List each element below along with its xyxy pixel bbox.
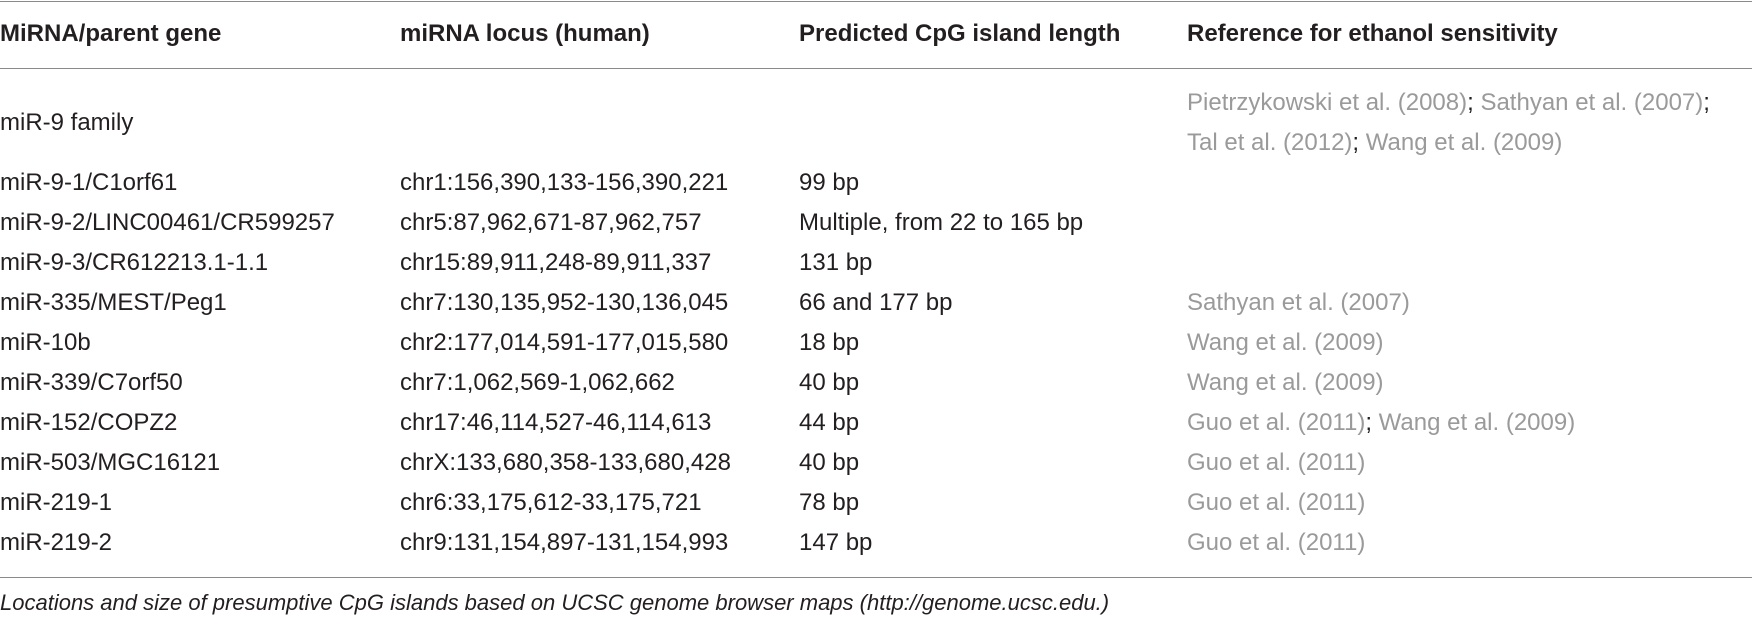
reference-link[interactable]: Guo et al. (2011): [1187, 529, 1366, 556]
cell-gene: miR-152/COPZ2: [0, 409, 178, 436]
reference-link[interactable]: Sathyan et al. (2007): [1187, 289, 1410, 316]
header-locus: miRNA locus (human): [400, 19, 650, 47]
cell-gene: miR-9-1/C1orf61: [0, 169, 178, 196]
reference-separator: ;: [1365, 409, 1372, 436]
cell-locus: [400, 65, 799, 163]
cell-gene: miR-503/MGC16121: [0, 449, 221, 476]
reference-link[interactable]: Wang et al. (2009): [1187, 369, 1384, 396]
table-row: miR-9 family Pietrzykowski et al. (2008);…: [0, 65, 1752, 163]
cell-reference: [1187, 243, 1752, 283]
reference-separator: ;: [1352, 129, 1360, 156]
cell-length: 78 bp: [799, 489, 860, 516]
table-body: miR-9 family Pietrzykowski et al. (2008);…: [0, 65, 1752, 563]
cell-length: 66 and 177 bp: [799, 289, 953, 316]
reference-link[interactable]: Guo et al. (2011): [1187, 449, 1366, 476]
cell-locus: chr15:89,911,248-89,911,337: [400, 249, 712, 276]
table-row: miR-10b chr2:177,014,591-177,015,580 18 bp…: [0, 323, 1752, 363]
cell-reference: Sathyan et al. (2007): [1187, 283, 1752, 323]
table-row: miR-339/C7orf50 chr7:1,062,569-1,062,662 4…: [0, 363, 1752, 403]
cell-length: 131 bp: [799, 249, 873, 276]
reference-separator: ;: [1467, 89, 1474, 116]
cell-locus: chr5:87,962,671-87,962,757: [400, 209, 702, 236]
cell-gene: miR-9-2/LINC00461/CR599257: [0, 209, 335, 236]
table-row: miR-219-1 chr6:33,175,612-33,175,721 78 bp…: [0, 483, 1752, 523]
reference-link[interactable]: Wang et al. (2009): [1187, 329, 1384, 356]
reference-link[interactable]: Pietrzykowski et al. (2008): [1187, 89, 1468, 116]
cell-reference: Guo et al. (2011): [1187, 523, 1752, 563]
cpg-island-table: MiRNA/parent gene miRNA locus (human) Pr…: [0, 2, 1752, 563]
cell-locus: chr6:33,175,612-33,175,721: [400, 489, 702, 516]
cell-reference: Wang et al. (2009): [1187, 363, 1752, 403]
table-row: miR-219-2 chr9:131,154,897-131,154,993 147…: [0, 523, 1752, 563]
table-row: miR-9-2/LINC00461/CR599257 chr5:87,962,67…: [0, 203, 1752, 243]
table-header-rule: [0, 68, 1752, 69]
cell-gene: miR-10b: [0, 329, 91, 356]
table-top-rule: [0, 1, 1752, 2]
cell-length: 18 bp: [799, 329, 860, 356]
cell-reference: Guo et al. (2011); Wang et al. (2009): [1187, 403, 1752, 443]
cell-length: 40 bp: [799, 369, 860, 396]
table-row: miR-9-1/C1orf61 chr1:156,390,133-156,390,…: [0, 163, 1752, 203]
cell-gene: miR-335/MEST/Peg1: [0, 289, 227, 316]
table-row: miR-9-3/CR612213.1-1.1 chr15:89,911,248-8…: [0, 243, 1752, 283]
cell-gene: miR-219-1: [0, 489, 113, 516]
reference-link[interactable]: Sathyan et al. (2007): [1480, 89, 1704, 116]
table-bottom-rule: [0, 577, 1752, 578]
table-row: miR-152/COPZ2 chr17:46,114,527-46,114,613…: [0, 403, 1752, 443]
cell-gene: miR-339/C7orf50: [0, 369, 183, 396]
cell-reference: [1187, 203, 1752, 243]
reference-link[interactable]: Tal et al. (2012): [1187, 129, 1353, 156]
table-footnote: Locations and size of presumptive CpG is…: [0, 590, 1110, 615]
reference-separator: ;: [1703, 89, 1710, 116]
cell-locus: chr1:156,390,133-156,390,221: [400, 169, 729, 196]
cell-locus: chr17:46,114,527-46,114,613: [400, 409, 712, 436]
cell-length: Multiple, from 22 to 165 bp: [799, 209, 1084, 236]
cell-gene: miR-9-3/CR612213.1-1.1: [0, 249, 269, 276]
reference-link[interactable]: Guo et al. (2011): [1187, 489, 1366, 516]
cell-length: 44 bp: [799, 409, 860, 436]
cell-length: 40 bp: [799, 449, 860, 476]
cell-locus: chr7:1,062,569-1,062,662: [400, 369, 675, 396]
header-row: MiRNA/parent gene miRNA locus (human) Pr…: [0, 2, 1752, 65]
cell-gene: miR-9 family: [0, 109, 134, 136]
cell-length: 147 bp: [799, 529, 873, 556]
cell-reference: Guo et al. (2011): [1187, 483, 1752, 523]
cell-locus: chr7:130,135,952-130,136,045: [400, 289, 729, 316]
cell-gene: miR-219-2: [0, 529, 113, 556]
cell-reference: [1187, 163, 1752, 203]
header-length: Predicted CpG island length: [799, 19, 1121, 47]
reference-link[interactable]: Wang et al. (2009): [1365, 129, 1563, 156]
header-reference: Reference for ethanol sensitivity: [1187, 19, 1558, 47]
reference-link[interactable]: Guo et al. (2011): [1187, 409, 1366, 436]
cell-locus: chr9:131,154,897-131,154,993: [400, 529, 729, 556]
cell-reference: Guo et al. (2011): [1187, 443, 1752, 483]
reference-link[interactable]: Wang et al. (2009): [1378, 409, 1576, 436]
cell-length: [799, 65, 1187, 163]
header-gene: MiRNA/parent gene: [0, 19, 222, 47]
cell-length: 99 bp: [799, 169, 860, 196]
cell-locus: chrX:133,680,358-133,680,428: [400, 449, 731, 476]
cell-reference: Pietrzykowski et al. (2008); Sathyan et …: [1187, 65, 1752, 163]
table-row: miR-335/MEST/Peg1 chr7:130,135,952-130,13…: [0, 283, 1752, 323]
cell-locus: chr2:177,014,591-177,015,580: [400, 329, 729, 356]
cell-reference: Wang et al. (2009): [1187, 323, 1752, 363]
table-row: miR-503/MGC16121 chrX:133,680,358-133,680…: [0, 443, 1752, 483]
